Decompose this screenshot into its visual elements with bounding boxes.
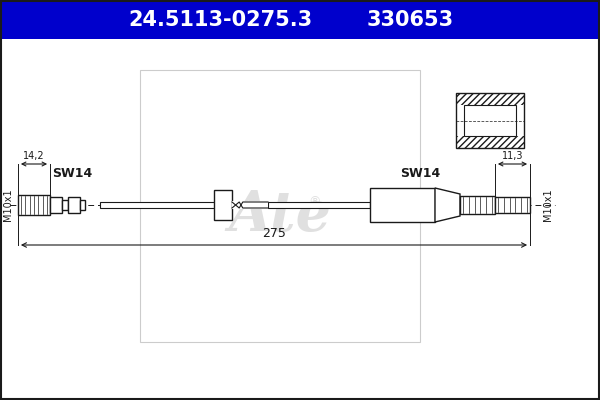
Text: 14,2: 14,2 — [23, 151, 45, 161]
Text: SW14: SW14 — [52, 167, 92, 180]
Bar — [140, 70, 420, 342]
Text: Ate: Ate — [229, 188, 331, 242]
Bar — [80, 200, 85, 210]
Text: 330653: 330653 — [367, 10, 454, 30]
Bar — [100, 202, 220, 208]
Bar — [62, 200, 68, 210]
Text: M10x1: M10x1 — [3, 189, 13, 221]
Bar — [68, 197, 80, 213]
Polygon shape — [435, 188, 460, 222]
Bar — [50, 197, 62, 213]
Bar — [456, 93, 524, 105]
Bar — [464, 105, 516, 136]
Bar — [456, 93, 524, 148]
Text: 24.5113-0275.3: 24.5113-0275.3 — [128, 10, 312, 30]
Bar — [370, 188, 435, 222]
Text: SW14: SW14 — [400, 167, 440, 180]
Text: M10x1: M10x1 — [543, 189, 553, 221]
Bar — [460, 196, 495, 214]
Bar — [268, 202, 370, 208]
Text: ®: ® — [308, 196, 320, 208]
Bar — [214, 190, 232, 220]
Bar — [495, 197, 530, 213]
Text: 11,3: 11,3 — [502, 151, 523, 161]
Text: 275: 275 — [262, 227, 286, 240]
Bar — [456, 136, 524, 148]
Bar — [1, 1, 599, 39]
Bar — [18, 195, 50, 215]
Bar — [232, 201, 268, 209]
